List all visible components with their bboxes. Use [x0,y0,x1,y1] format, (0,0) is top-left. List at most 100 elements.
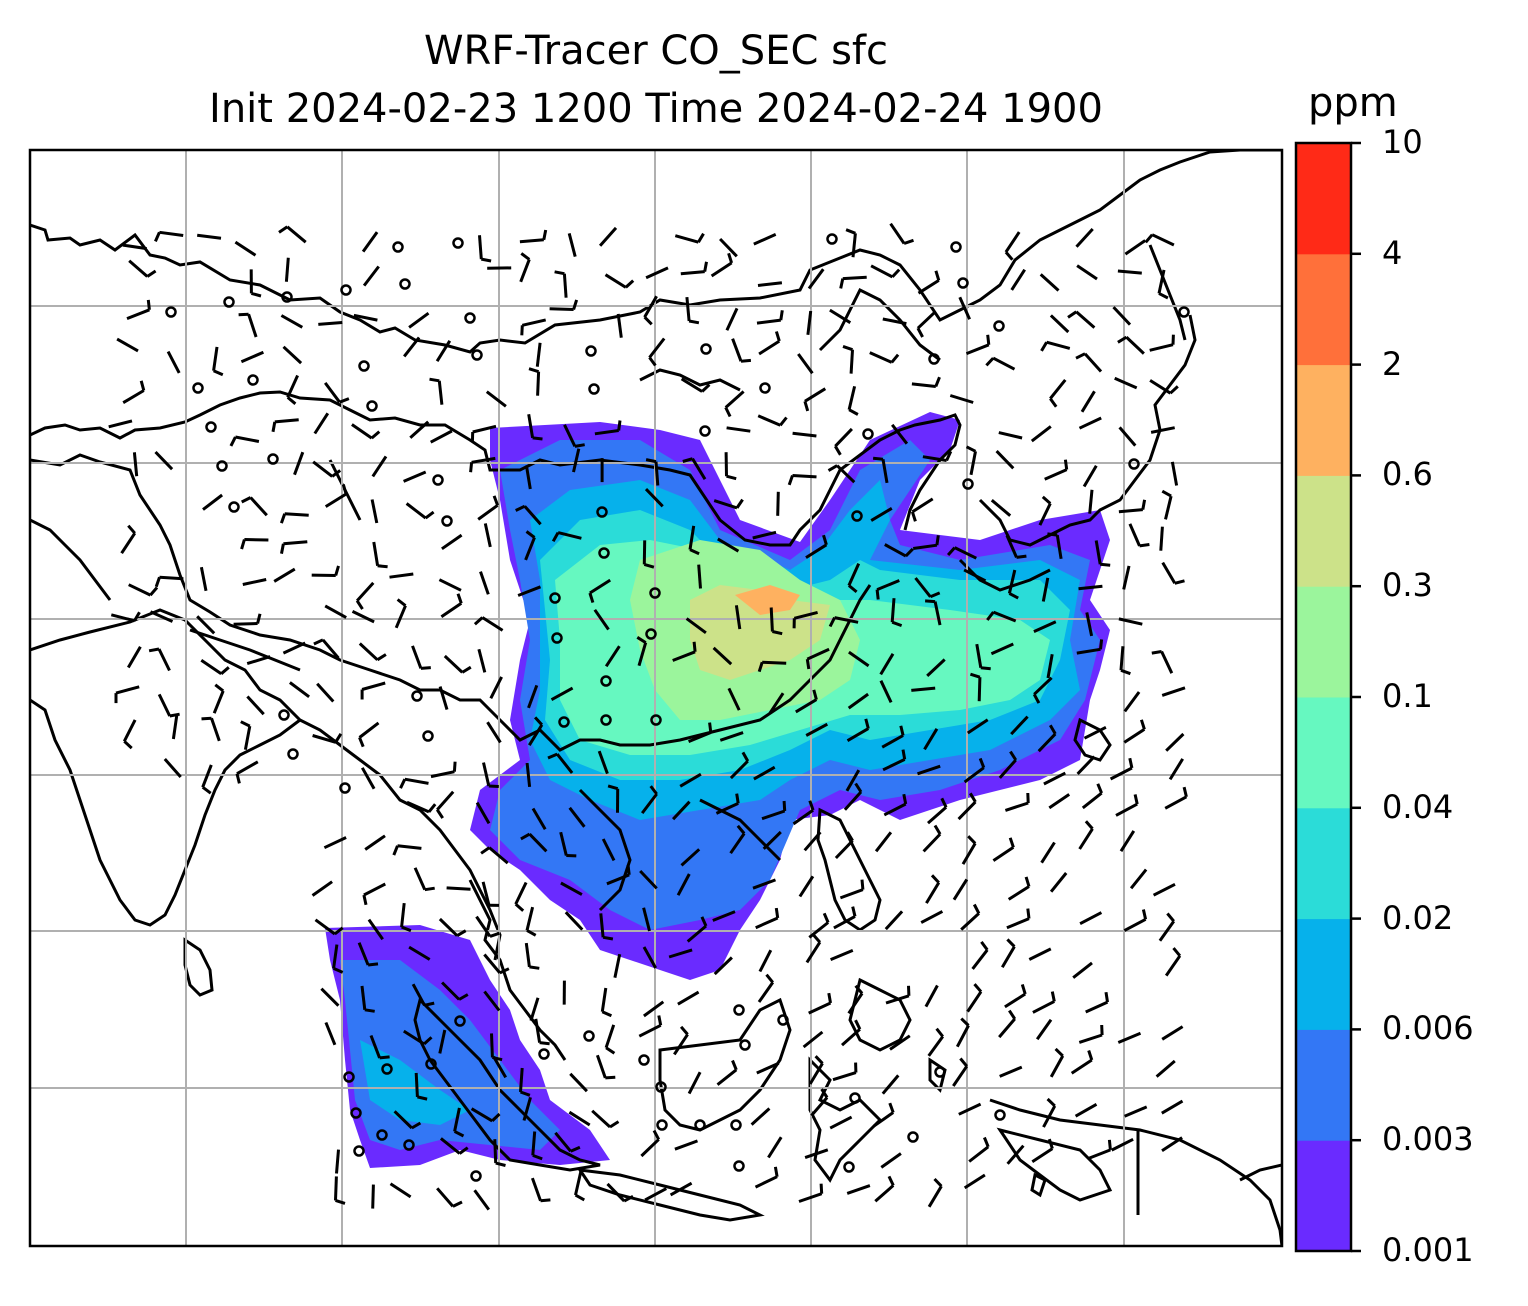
wind-barb [797,353,814,375]
colorbar-tick-label: 0.6 [1382,455,1433,494]
wind-barb [524,942,531,968]
wind-barb-flag [169,712,180,718]
wind-barb [1004,801,1029,812]
wind-barb [757,981,775,1003]
wind-barb [523,505,542,526]
wind-barb-flag [458,1146,469,1155]
wind-barb [235,435,260,443]
calm-wind-marker [350,1107,362,1119]
wind-barb [874,1184,895,1203]
wind-barb [1075,310,1096,329]
wind-barb [400,902,406,928]
wind-barb [1080,390,1096,413]
wind-barb [473,1189,491,1211]
calm-wind-marker [340,284,352,296]
calm-wind-marker [1178,306,1190,318]
colorbar-tick-label: 10 [1382,123,1423,161]
wind-barb-flag [214,683,225,693]
wind-barb-flag [726,474,737,481]
wind-barb [1151,233,1175,247]
wind-barb [371,1184,375,1209]
wind-barb [884,543,907,558]
calm-wind-marker [205,421,217,433]
wind-barb [846,1184,871,1195]
wind-barb-flag [946,546,956,556]
wind-barb [318,321,343,326]
wind-barb [776,491,780,516]
wind-barb [441,981,461,1001]
calm-wind-marker [551,632,563,644]
wind-barb-flag [520,1090,531,1097]
colorbar-tick-label: 2 [1382,344,1403,383]
wind-barb-flag [229,436,237,447]
wind-barb [613,953,622,979]
wind-barb [1044,468,1068,481]
wind-barb [1076,264,1098,281]
wind-barb [157,648,171,672]
wind-barb [470,1107,493,1123]
wind-barb [963,766,985,784]
wind-barb [1082,465,1098,488]
wind-barb-flag [688,319,700,325]
colorbar-unit: ppm [1308,80,1398,126]
wind-barb-flag [364,1008,375,1013]
wind-barb [372,541,380,566]
wind-barb-flag [978,757,986,769]
wind-barb [1124,1105,1148,1118]
wind-barb-flag [1099,639,1104,650]
wind-barb [808,1001,832,1015]
wind-barb [1159,526,1164,551]
colorbar-tick-label: 0.001 [1382,1231,1474,1269]
wind-barb-flag [495,1161,506,1167]
wind-barb-flag [643,562,655,569]
colorbar-segment [1296,807,1351,920]
wind-barb [639,869,658,890]
calm-wind-marker [962,478,974,490]
wind-barb [697,564,702,589]
wind-barb [847,385,857,411]
wind-barb [949,394,974,404]
wind-barb [1129,868,1148,890]
wind-barb-flag [969,672,981,679]
wind-barb [475,801,491,825]
wind-barb [597,750,609,775]
wind-barb [644,488,664,508]
wind-barb [648,337,666,359]
wind-barb-flag [701,383,711,393]
wind-barb [998,1017,1016,1039]
wind-barb-flag [708,722,713,733]
wind-barb [200,659,223,676]
wind-barb [990,642,1014,656]
wind-barb [1158,920,1176,942]
wind-barb [604,273,627,289]
wind-barb [569,1072,588,1093]
wind-barb-flag [146,269,157,278]
wind-barb [642,946,658,969]
wind-barb-flag [727,252,734,264]
wind-barb [830,949,854,961]
wind-barb [1119,646,1125,671]
wind-barb-flag [860,879,865,890]
wind-barb [122,719,137,742]
calm-wind-marker [165,306,177,318]
wind-barb-flag [286,396,297,405]
wind-barb [441,533,463,551]
wind-barb [244,538,269,542]
wind-barb [1046,654,1054,679]
wind-barb [332,944,339,969]
wind-barb [1035,1018,1053,1041]
wind-barb [883,802,907,817]
colorbar-frame [1294,141,1353,1253]
wind-barb-flag [848,408,859,416]
wind-barb [413,867,427,891]
wind-barb-flag [539,1041,550,1046]
wind-barb [485,390,507,408]
wind-barb-flag [572,299,579,310]
wind-barb-flag [473,616,484,626]
wind-barb-flag [355,599,364,610]
wind-barb [1124,239,1147,256]
wind-barb [643,1000,665,1018]
wind-barb [529,997,540,1022]
wind-barb [436,1187,455,1208]
wind-barb-flag [201,716,212,721]
